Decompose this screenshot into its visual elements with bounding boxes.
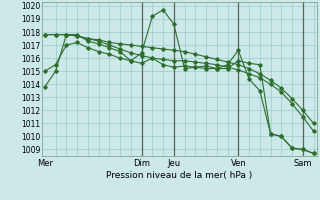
X-axis label: Pression niveau de la mer( hPa ): Pression niveau de la mer( hPa ) [106, 171, 252, 180]
